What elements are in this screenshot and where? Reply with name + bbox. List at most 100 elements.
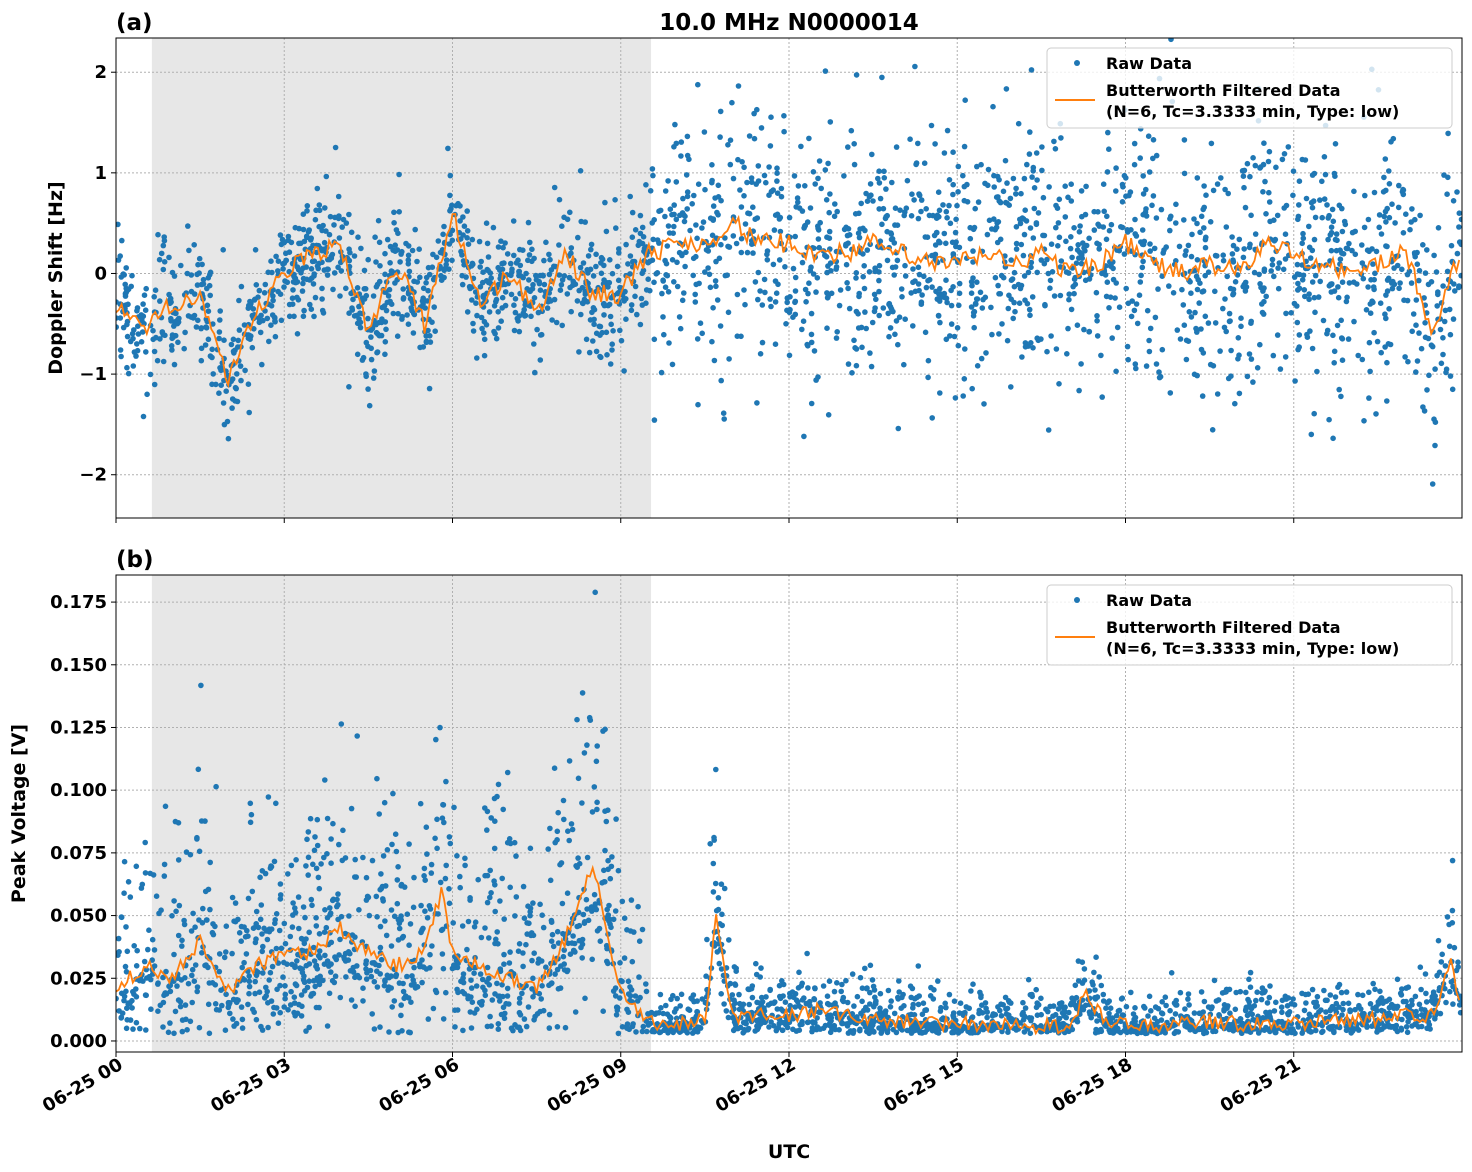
raw-data-point [484, 240, 491, 247]
raw-data-point [699, 996, 706, 1002]
raw-data-point [383, 289, 389, 295]
raw-data-point [766, 164, 772, 170]
raw-data-point [247, 336, 253, 343]
raw-data-point [872, 265, 878, 272]
raw-data-point [968, 279, 975, 285]
raw-data-point [1056, 381, 1062, 387]
raw-data-point [940, 202, 946, 208]
raw-data-point [1436, 969, 1443, 976]
raw-data-point [870, 198, 876, 204]
raw-data-point [246, 409, 252, 416]
filtered-data-line [116, 212, 1461, 389]
raw-data-point [484, 899, 491, 906]
raw-data-point [1314, 368, 1320, 375]
raw-data-point [479, 325, 485, 332]
raw-data-point [736, 991, 742, 998]
raw-data-point [1397, 280, 1403, 286]
raw-data-point [644, 1028, 650, 1035]
raw-data-point [192, 924, 198, 930]
raw-data-point [825, 160, 831, 167]
raw-data-point [1448, 242, 1455, 249]
raw-data-point [531, 950, 537, 956]
raw-data-point [713, 283, 719, 290]
raw-data-point [439, 926, 446, 933]
raw-data-point [406, 841, 412, 847]
raw-data-point [483, 322, 490, 328]
raw-data-point [138, 312, 145, 318]
raw-data-point [671, 1009, 678, 1015]
raw-data-point [1425, 335, 1432, 342]
raw-data-point [1319, 214, 1325, 221]
raw-data-point [549, 317, 555, 323]
raw-data-point [1203, 234, 1209, 241]
raw-data-point [663, 1002, 669, 1009]
raw-data-point [148, 1006, 154, 1012]
raw-data-point [1013, 246, 1020, 252]
raw-data-point [605, 866, 611, 873]
raw-data-point [1078, 188, 1085, 194]
raw-data-point [550, 943, 557, 950]
raw-data-point [867, 1001, 873, 1007]
raw-data-point [247, 819, 254, 826]
raw-data-point [613, 1012, 620, 1018]
raw-data-point [465, 918, 472, 925]
raw-data-point [1182, 1006, 1188, 1012]
raw-data-point [778, 185, 785, 192]
raw-data-point [1185, 991, 1192, 997]
raw-data-point [349, 305, 355, 311]
raw-data-point [867, 962, 874, 969]
raw-data-point [1095, 221, 1101, 228]
raw-data-point [776, 982, 783, 989]
raw-data-point [1275, 285, 1282, 292]
raw-data-point [1239, 168, 1246, 174]
raw-data-point [288, 862, 295, 869]
raw-data-point [632, 283, 639, 290]
raw-data-point [833, 335, 840, 341]
raw-data-point [1008, 257, 1014, 263]
raw-data-point [1291, 274, 1298, 280]
raw-data-point [1063, 238, 1069, 245]
raw-data-point [604, 906, 610, 913]
raw-data-point [602, 199, 608, 206]
raw-data-point [134, 308, 140, 314]
raw-data-point [198, 325, 204, 332]
raw-data-point [746, 133, 753, 139]
raw-data-point [601, 867, 607, 874]
raw-data-point [537, 357, 544, 363]
raw-data-point [1331, 170, 1338, 177]
raw-data-point [1333, 1000, 1340, 1007]
raw-data-point [1437, 1010, 1444, 1017]
raw-data-point [1232, 279, 1239, 285]
raw-data-point [1030, 235, 1037, 241]
panel-label: (a) [116, 10, 153, 36]
raw-data-point [281, 284, 287, 290]
raw-data-point [792, 299, 798, 306]
raw-data-point [1007, 195, 1014, 202]
raw-data-point [710, 889, 717, 895]
raw-data-point [837, 287, 844, 293]
raw-data-point [695, 181, 702, 187]
raw-data-point [1370, 299, 1376, 306]
raw-data-point [260, 970, 266, 976]
raw-data-point [326, 231, 333, 238]
raw-data-point [276, 927, 283, 934]
raw-data-point [1267, 1009, 1273, 1016]
raw-data-point [584, 742, 590, 748]
raw-data-point [504, 251, 511, 257]
raw-data-point [1004, 337, 1011, 344]
raw-data-point [1421, 295, 1427, 301]
raw-data-point [1147, 241, 1153, 247]
raw-data-point [1389, 201, 1395, 207]
raw-data-point [225, 1004, 232, 1011]
raw-data-point [1378, 231, 1385, 237]
raw-data-point [956, 290, 963, 297]
raw-data-point [292, 964, 298, 971]
raw-data-point [903, 205, 910, 211]
raw-data-point [801, 995, 807, 1001]
raw-data-point [674, 283, 681, 290]
raw-data-point [396, 925, 403, 932]
raw-data-point [407, 295, 414, 302]
raw-data-point [530, 932, 537, 939]
raw-data-point [749, 994, 756, 1001]
raw-data-point [954, 202, 960, 209]
